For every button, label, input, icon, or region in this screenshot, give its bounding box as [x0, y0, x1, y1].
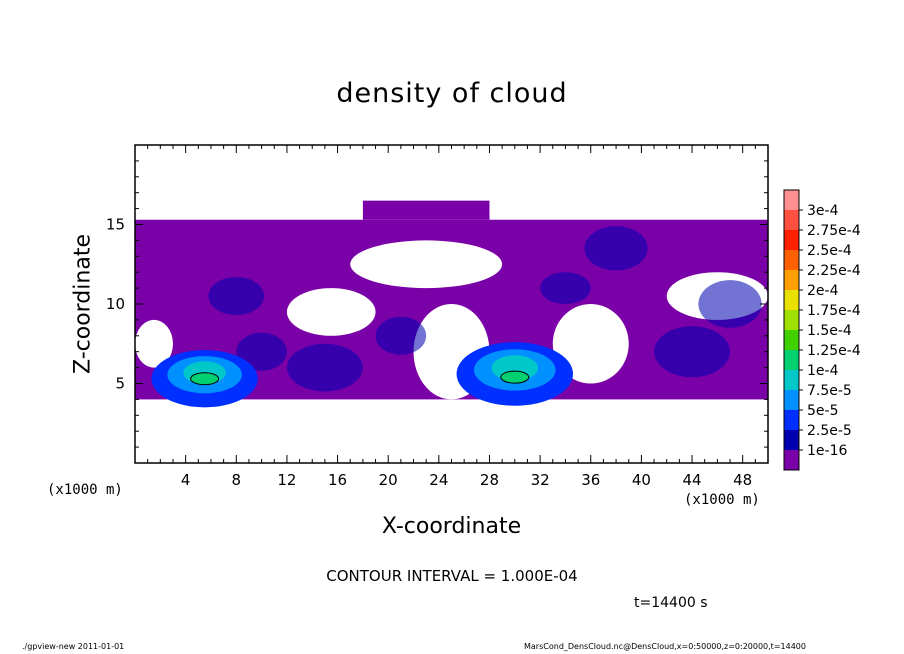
- colorbar-swatch: [784, 210, 799, 230]
- colorbar-label: 5e-5: [807, 403, 838, 419]
- colorbar-swatch: [784, 270, 799, 290]
- colorbar: 3e-4 2.75e-4 2.5e-4 2.25e-4 2e-4 1.75e-4 1.5e-…: [783, 189, 861, 471]
- colorbar-swatch: [784, 290, 799, 310]
- clear-gap: [286, 288, 376, 336]
- density-patch: [375, 316, 427, 355]
- x-axis-label: X-coordinate: [381, 514, 522, 539]
- footer-data-source: MarsCond_DensCloud.nc@DensCloud,x=0:5000…: [524, 642, 806, 651]
- x-tick-label: 40: [632, 471, 651, 489]
- colorbar-swatch: [784, 310, 799, 330]
- colorbar-label: 1.75e-4: [807, 303, 861, 319]
- colorbar-swatch: [784, 230, 799, 250]
- footer-program-date: ./gpview-new 2011-01-01: [22, 642, 125, 651]
- colorbar-label: 1.25e-4: [807, 343, 861, 359]
- density-patch: [584, 226, 648, 271]
- colorbar-label: 7.5e-5: [807, 383, 852, 399]
- chart-title: density of cloud: [336, 78, 568, 109]
- colorbar-label: 2.75e-4: [807, 223, 861, 239]
- colorbar-swatch: [784, 430, 799, 450]
- y-axis-label: Z-coordinate: [70, 234, 96, 374]
- x-tick-label: 16: [328, 471, 347, 489]
- colorbar-swatch: [784, 350, 799, 370]
- contour-interval-text: CONTOUR INTERVAL = 1.000E-04: [326, 567, 578, 585]
- density-maximum: [190, 372, 220, 386]
- clear-gap: [350, 240, 503, 289]
- colorbar-swatch: [784, 190, 799, 210]
- density-patch: [654, 326, 731, 378]
- colorbar-label: 2.5e-4: [807, 243, 852, 259]
- colorbar-label: 1e-16: [807, 443, 847, 459]
- colorbar-label: 2.25e-4: [807, 263, 861, 279]
- x-unit-label-right: (x1000 m): [684, 492, 760, 508]
- clear-gap: [135, 319, 173, 368]
- colorbar-label: 2.5e-5: [807, 423, 852, 439]
- colorbar-swatch: [784, 390, 799, 410]
- cloud-cap: [362, 200, 490, 220]
- x-tick-label: 12: [277, 471, 296, 489]
- colorbar-swatch: [784, 250, 799, 270]
- colorbar-swatch: [784, 370, 799, 390]
- x-tick-label: 28: [480, 471, 499, 489]
- clear-gap: [552, 304, 629, 384]
- density-patch: [286, 343, 363, 392]
- density-patch: [236, 332, 287, 371]
- time-stamp: t=14400 s: [634, 595, 708, 611]
- x-tick-label: 8: [232, 471, 242, 489]
- contour-fill: [135, 200, 768, 408]
- colorbar-label: 2e-4: [807, 283, 839, 299]
- colorbar-swatch: [784, 450, 799, 470]
- x-tick-label: 24: [429, 471, 448, 489]
- colorbar-label: 1e-4: [807, 363, 839, 379]
- x-tick-label: 20: [379, 471, 398, 489]
- density-maximum: [500, 370, 530, 384]
- y-tick-label: 5: [115, 375, 125, 393]
- y-tick-label: 10: [106, 295, 125, 313]
- colorbar-label: 3e-4: [807, 203, 839, 219]
- x-tick-label: 32: [531, 471, 550, 489]
- colorbar-swatch: [784, 330, 799, 350]
- x-tick-label: 4: [181, 471, 191, 489]
- density-patch: [208, 276, 265, 316]
- x-tick-label: 48: [733, 471, 752, 489]
- x-tick-label: 44: [682, 471, 701, 489]
- y-tick-label: 15: [106, 216, 125, 234]
- x-unit-label-left: (x1000 m): [47, 482, 123, 498]
- density-patch: [698, 280, 762, 328]
- colorbar-swatch: [784, 410, 799, 430]
- density-patch: [540, 272, 591, 304]
- colorbar-label: 1.5e-4: [807, 323, 852, 339]
- x-tick-label: 36: [581, 471, 600, 489]
